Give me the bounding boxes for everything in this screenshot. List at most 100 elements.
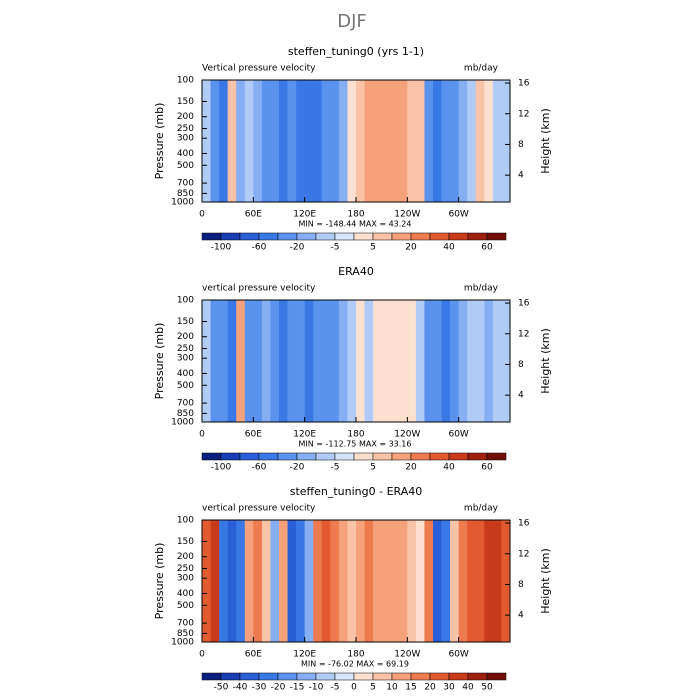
field-cell xyxy=(458,520,468,642)
y2-tick-label: 8 xyxy=(518,360,524,370)
field-cell xyxy=(475,300,485,422)
y-tick-label: 700 xyxy=(177,179,194,189)
colorbar-box xyxy=(467,452,488,461)
colorbar-box xyxy=(410,232,431,241)
panel-title: steffen_tuning0 (yrs 1-1) xyxy=(288,45,424,58)
y2-tick-label: 16 xyxy=(518,299,530,309)
y-tick-label: 100 xyxy=(177,516,194,526)
x-tick-label: 60E xyxy=(245,210,262,220)
x-tick-label: 120W xyxy=(394,210,420,220)
colorbar-box xyxy=(296,232,317,241)
y2-tick-label: 16 xyxy=(518,79,530,89)
colorbar-label: -5 xyxy=(331,243,340,253)
field-cell xyxy=(270,300,280,422)
colorbar-label: -5 xyxy=(331,683,340,693)
x-tick-label: 60W xyxy=(448,430,468,440)
field-cell xyxy=(398,80,408,202)
colorbar-box xyxy=(315,672,336,681)
field-cell xyxy=(484,300,494,422)
stats: MIN = -148.44 MAX = 43.24 xyxy=(298,220,411,229)
colorbar-box xyxy=(410,672,431,681)
field-cell xyxy=(261,300,271,422)
field-cell xyxy=(313,80,323,202)
colorbar-label: 40 xyxy=(443,463,455,473)
x-tick-label: 180 xyxy=(347,210,364,220)
field-cell xyxy=(287,300,297,422)
field-cell xyxy=(364,520,374,642)
field-cell xyxy=(364,80,374,202)
colorbar-label: -10 xyxy=(309,683,324,693)
colorbar-box xyxy=(239,232,260,241)
field-cell xyxy=(244,300,254,422)
field-cell xyxy=(296,80,305,202)
field-cell xyxy=(296,300,305,422)
y-tick-label: 150 xyxy=(177,97,194,107)
panel-title: ERA40 xyxy=(338,265,374,278)
field-cell xyxy=(236,300,246,422)
x-tick-label: 60E xyxy=(245,430,262,440)
field-cell xyxy=(287,520,297,642)
field-cell xyxy=(253,80,263,202)
field-cell xyxy=(398,520,408,642)
field-cell xyxy=(253,520,263,642)
field-cell xyxy=(261,80,271,202)
figure-title: DJF xyxy=(337,11,367,32)
field-cell xyxy=(202,520,211,642)
field-cell xyxy=(475,520,485,642)
y2-tick-label: 12 xyxy=(518,549,529,559)
field-cell xyxy=(304,80,314,202)
field-cell xyxy=(321,300,331,422)
field-cell xyxy=(415,300,425,422)
field-cell xyxy=(467,80,477,202)
y-tick-label: 1000 xyxy=(171,638,194,648)
field-cell xyxy=(313,520,323,642)
field-cell xyxy=(424,300,434,422)
y-tick-label: 400 xyxy=(177,149,194,159)
colorbar-box xyxy=(353,232,374,241)
field-cell xyxy=(219,300,228,422)
field-cell xyxy=(364,300,374,422)
y-tick-label: 200 xyxy=(177,332,194,342)
y-tick-label: 250 xyxy=(177,564,194,574)
y-tick-label: 500 xyxy=(177,381,194,391)
colorbar-label: -60 xyxy=(252,463,267,473)
right-label: mb/day xyxy=(464,284,499,294)
field-cell xyxy=(467,300,477,422)
field-cell xyxy=(373,300,382,422)
right-label: mb/day xyxy=(464,504,499,514)
field-cell xyxy=(227,520,237,642)
x-tick-label: 120E xyxy=(293,430,316,440)
colorbar-box xyxy=(296,452,317,461)
colorbar-label: 15 xyxy=(405,683,416,693)
left-label: Vertical pressure velocity xyxy=(202,64,316,74)
colorbar-label: -15 xyxy=(290,683,305,693)
colorbar-box xyxy=(277,452,298,461)
field-cell xyxy=(390,300,400,422)
field-cell xyxy=(330,80,340,202)
colorbar-label: -20 xyxy=(290,243,305,253)
colorbar-label: 30 xyxy=(443,683,455,693)
x-tick-label: 180 xyxy=(347,430,364,440)
field-cell xyxy=(433,300,442,422)
y2-tick-label: 4 xyxy=(518,171,524,181)
colorbar-box xyxy=(353,452,374,461)
stats: MIN = -76.02 MAX = 69.19 xyxy=(301,660,409,669)
colorbar-box xyxy=(258,232,279,241)
colorbar-label: 20 xyxy=(405,243,417,253)
field-cell xyxy=(219,520,228,642)
y-tick-label: 250 xyxy=(177,344,194,354)
field-cell xyxy=(202,80,211,202)
y2-axis-label: Height (km) xyxy=(539,548,552,614)
colorbar-box xyxy=(486,232,507,241)
colorbar-box xyxy=(448,452,469,461)
colorbar-label: 10 xyxy=(386,683,398,693)
field-cell xyxy=(227,300,237,422)
field-cell xyxy=(330,520,340,642)
colorbar-box xyxy=(220,452,241,461)
y-tick-label: 200 xyxy=(177,552,194,562)
field-cell xyxy=(381,520,391,642)
field-cell xyxy=(236,520,246,642)
colorbar-label: 60 xyxy=(481,463,493,473)
field-cell xyxy=(356,300,365,422)
colorbar-box xyxy=(239,672,260,681)
